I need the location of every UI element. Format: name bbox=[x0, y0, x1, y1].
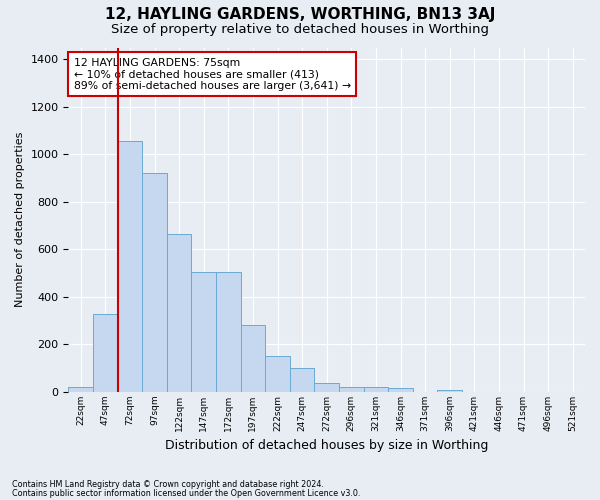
Bar bbox=[68, 388, 93, 392]
Bar bbox=[364, 388, 388, 392]
Bar bbox=[314, 382, 339, 392]
Bar bbox=[216, 272, 241, 392]
Text: 12 HAYLING GARDENS: 75sqm
← 10% of detached houses are smaller (413)
89% of semi: 12 HAYLING GARDENS: 75sqm ← 10% of detac… bbox=[74, 58, 350, 91]
Bar bbox=[290, 368, 314, 392]
Bar bbox=[388, 388, 413, 392]
Bar bbox=[241, 325, 265, 392]
Bar bbox=[191, 272, 216, 392]
Bar bbox=[142, 174, 167, 392]
Bar bbox=[118, 142, 142, 392]
X-axis label: Distribution of detached houses by size in Worthing: Distribution of detached houses by size … bbox=[165, 440, 488, 452]
Bar bbox=[339, 388, 364, 392]
Text: Size of property relative to detached houses in Worthing: Size of property relative to detached ho… bbox=[111, 22, 489, 36]
Bar bbox=[167, 234, 191, 392]
Bar bbox=[437, 390, 462, 392]
Bar bbox=[93, 314, 118, 392]
Y-axis label: Number of detached properties: Number of detached properties bbox=[15, 132, 25, 308]
Text: Contains public sector information licensed under the Open Government Licence v3: Contains public sector information licen… bbox=[12, 488, 361, 498]
Text: Contains HM Land Registry data © Crown copyright and database right 2024.: Contains HM Land Registry data © Crown c… bbox=[12, 480, 324, 489]
Text: 12, HAYLING GARDENS, WORTHING, BN13 3AJ: 12, HAYLING GARDENS, WORTHING, BN13 3AJ bbox=[105, 8, 495, 22]
Bar bbox=[265, 356, 290, 392]
